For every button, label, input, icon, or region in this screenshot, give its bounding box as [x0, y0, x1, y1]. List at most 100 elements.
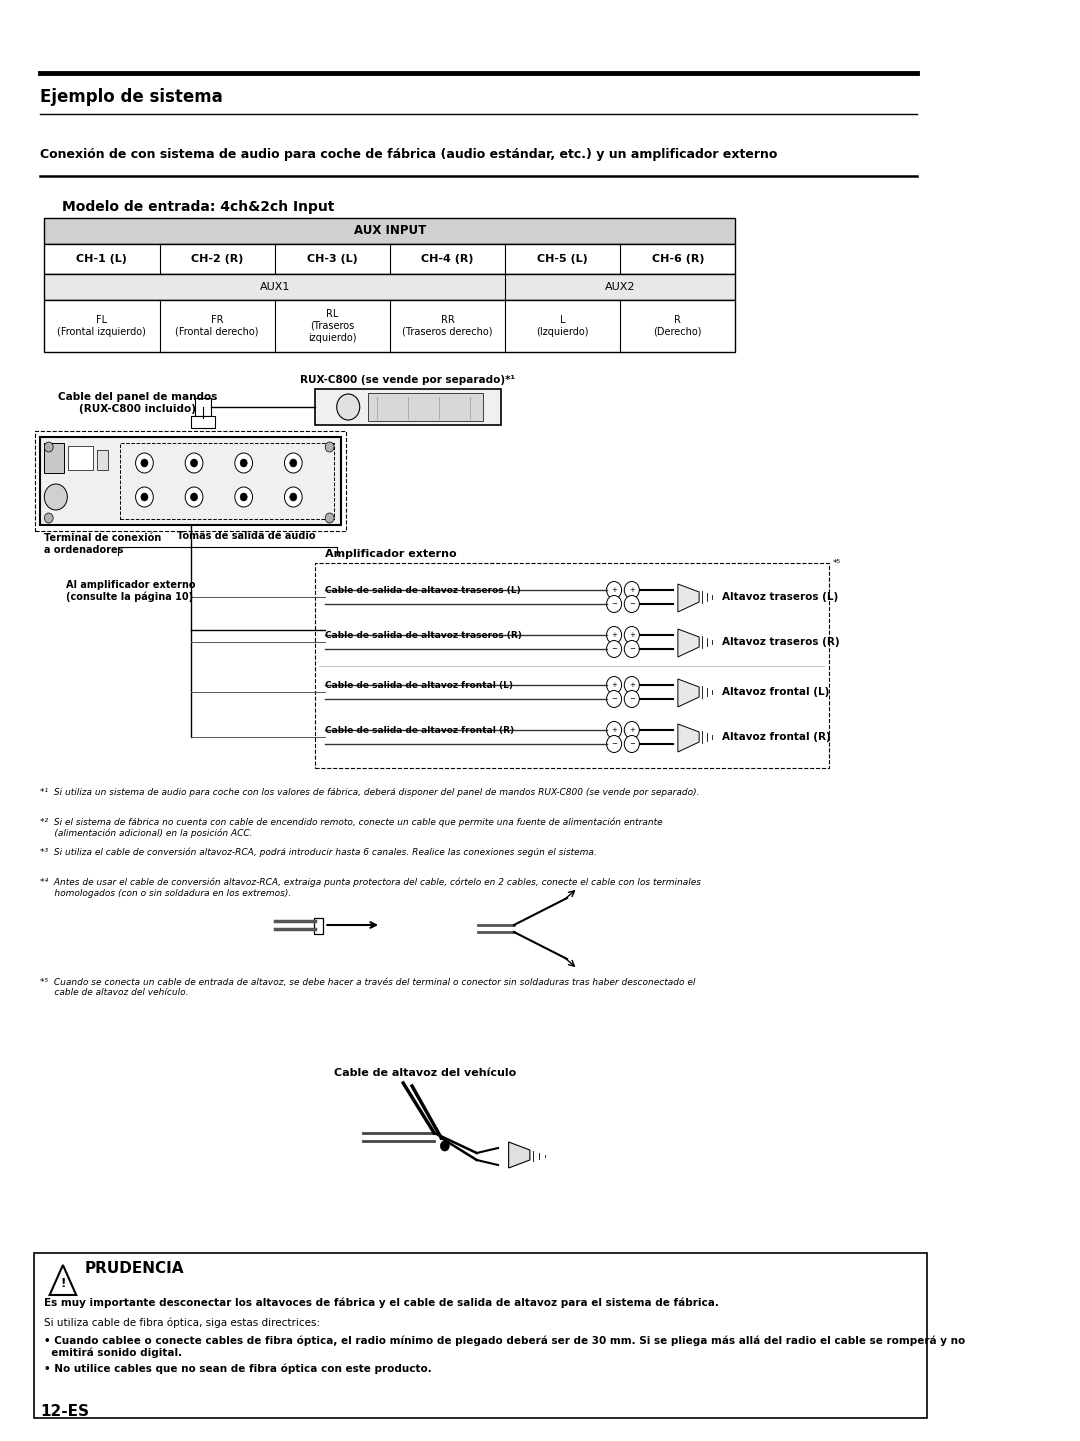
Text: *⁴  Antes de usar el cable de conversión altavoz-RCA, extraiga punta protectora : *⁴ Antes de usar el cable de conversión … — [40, 878, 701, 898]
Text: Cable de salida de altavoz traseros (R): Cable de salida de altavoz traseros (R) — [325, 631, 522, 640]
Circle shape — [234, 452, 253, 473]
Text: *⁵  Cuando se conecta un cable de entrada de altavoz, se debe hacer a través del: *⁵ Cuando se conecta un cable de entrada… — [40, 978, 696, 997]
Text: FL
(Frontal izquierdo): FL (Frontal izquierdo) — [57, 316, 147, 337]
Text: Es muy importante desconectar los altavoces de fábrica y el cable de salida de a: Es muy importante desconectar los altavo… — [44, 1297, 719, 1307]
Text: Cable de salida de altavoz frontal (R): Cable de salida de altavoz frontal (R) — [325, 726, 514, 735]
Text: R
(Derecho): R (Derecho) — [653, 316, 702, 337]
Text: Si utiliza cable de fibra óptica, siga estas directrices:: Si utiliza cable de fibra óptica, siga e… — [44, 1317, 321, 1327]
Circle shape — [607, 595, 622, 612]
Circle shape — [44, 484, 67, 510]
Circle shape — [140, 460, 148, 467]
Text: Altavoz frontal (R): Altavoz frontal (R) — [723, 732, 831, 742]
Text: Terminal de conexión
a ordenadores: Terminal de conexión a ordenadores — [44, 533, 162, 555]
Circle shape — [325, 442, 334, 452]
Circle shape — [624, 676, 639, 693]
Text: +: + — [629, 633, 635, 638]
Circle shape — [441, 1141, 449, 1151]
Circle shape — [624, 582, 639, 598]
Polygon shape — [50, 1265, 77, 1295]
Bar — [314, 389, 501, 425]
Text: CH-2 (R): CH-2 (R) — [191, 254, 243, 264]
Circle shape — [289, 460, 297, 467]
Text: Cable de salida de altavoz traseros (L): Cable de salida de altavoz traseros (L) — [325, 586, 521, 595]
Text: Altavoz traseros (L): Altavoz traseros (L) — [723, 592, 838, 602]
Circle shape — [284, 452, 302, 473]
Text: CH-6 (R): CH-6 (R) — [651, 254, 704, 264]
Text: Modelo de entrada: 4ch&2ch Input: Modelo de entrada: 4ch&2ch Input — [62, 200, 335, 215]
Text: −: − — [611, 601, 617, 607]
Bar — [120, 442, 334, 519]
Text: RL
(Traseros
izquierdo): RL (Traseros izquierdo) — [308, 310, 356, 343]
Bar — [44, 300, 735, 352]
Circle shape — [337, 393, 360, 419]
Bar — [40, 437, 341, 525]
Text: −: − — [629, 741, 635, 746]
Text: +: + — [629, 682, 635, 687]
Text: RR
(Traseros derecho): RR (Traseros derecho) — [402, 316, 492, 337]
Text: AUX2: AUX2 — [605, 282, 635, 293]
Text: Ejemplo de sistema: Ejemplo de sistema — [40, 88, 222, 107]
Text: AUX INPUT: AUX INPUT — [354, 225, 426, 238]
Text: *²  Si el sistema de fábrica no cuenta con cable de encendido remoto, conecte un: *² Si el sistema de fábrica no cuenta co… — [40, 818, 662, 839]
Bar — [44, 218, 735, 244]
Circle shape — [624, 735, 639, 752]
Polygon shape — [678, 723, 699, 752]
Text: CH-3 (L): CH-3 (L) — [307, 254, 357, 264]
Circle shape — [325, 513, 334, 523]
Bar — [195, 398, 211, 416]
Circle shape — [234, 487, 253, 507]
Polygon shape — [678, 630, 699, 657]
Text: Altavoz frontal (L): Altavoz frontal (L) — [723, 687, 829, 697]
Circle shape — [136, 487, 153, 507]
Circle shape — [624, 595, 639, 612]
Text: −: − — [611, 696, 617, 702]
Bar — [44, 244, 735, 274]
Circle shape — [607, 627, 622, 644]
Text: Al amplificador externo
(consulte la página 10): Al amplificador externo (consulte la pág… — [67, 579, 195, 602]
Bar — [33, 1254, 927, 1418]
Text: Cable de altavoz del vehículo: Cable de altavoz del vehículo — [334, 1068, 516, 1078]
Circle shape — [190, 493, 198, 501]
Circle shape — [136, 452, 153, 473]
Bar — [35, 431, 347, 530]
Text: −: − — [611, 741, 617, 746]
Text: PRUDENCIA: PRUDENCIA — [85, 1261, 185, 1275]
Circle shape — [607, 640, 622, 657]
Text: Altavoz traseros (R): Altavoz traseros (R) — [723, 637, 840, 647]
Text: FR
(Frontal derecho): FR (Frontal derecho) — [175, 316, 259, 337]
Bar — [68, 447, 93, 470]
Text: +: + — [611, 728, 617, 733]
Text: 12-ES: 12-ES — [40, 1404, 89, 1419]
Text: −: − — [611, 646, 617, 651]
Circle shape — [185, 452, 203, 473]
Text: Amplificador externo: Amplificador externo — [325, 549, 457, 559]
Text: • Cuando cablee o conecte cables de fibra óptica, el radio mínimo de plegado deb: • Cuando cablee o conecte cables de fibr… — [44, 1334, 966, 1357]
Circle shape — [240, 493, 247, 501]
Text: !: ! — [60, 1277, 66, 1290]
Text: RUX-C800 (se vende por separado)*¹: RUX-C800 (se vende por separado)*¹ — [300, 375, 515, 385]
Text: AUX1: AUX1 — [259, 282, 289, 293]
Circle shape — [607, 690, 622, 708]
Circle shape — [44, 513, 53, 523]
Text: • No utilice cables que no sean de fibra óptica con este producto.: • No utilice cables que no sean de fibra… — [44, 1363, 432, 1373]
Text: −: − — [629, 696, 635, 702]
Circle shape — [185, 487, 203, 507]
Text: +: + — [611, 633, 617, 638]
Circle shape — [289, 493, 297, 501]
Text: −: − — [629, 646, 635, 651]
Text: CH-1 (L): CH-1 (L) — [77, 254, 127, 264]
Bar — [313, 918, 323, 934]
Circle shape — [607, 676, 622, 693]
Polygon shape — [678, 584, 699, 612]
Circle shape — [140, 493, 148, 501]
Bar — [44, 274, 735, 300]
Polygon shape — [678, 679, 699, 708]
Bar — [97, 450, 108, 470]
Text: +: + — [629, 586, 635, 594]
Circle shape — [624, 627, 639, 644]
Text: +: + — [611, 586, 617, 594]
Bar — [314, 563, 828, 768]
Bar — [367, 393, 483, 421]
Text: *¹  Si utiliza un sistema de audio para coche con los valores de fábrica, deberá: *¹ Si utiliza un sistema de audio para c… — [40, 788, 700, 797]
Text: CH-5 (L): CH-5 (L) — [538, 254, 588, 264]
